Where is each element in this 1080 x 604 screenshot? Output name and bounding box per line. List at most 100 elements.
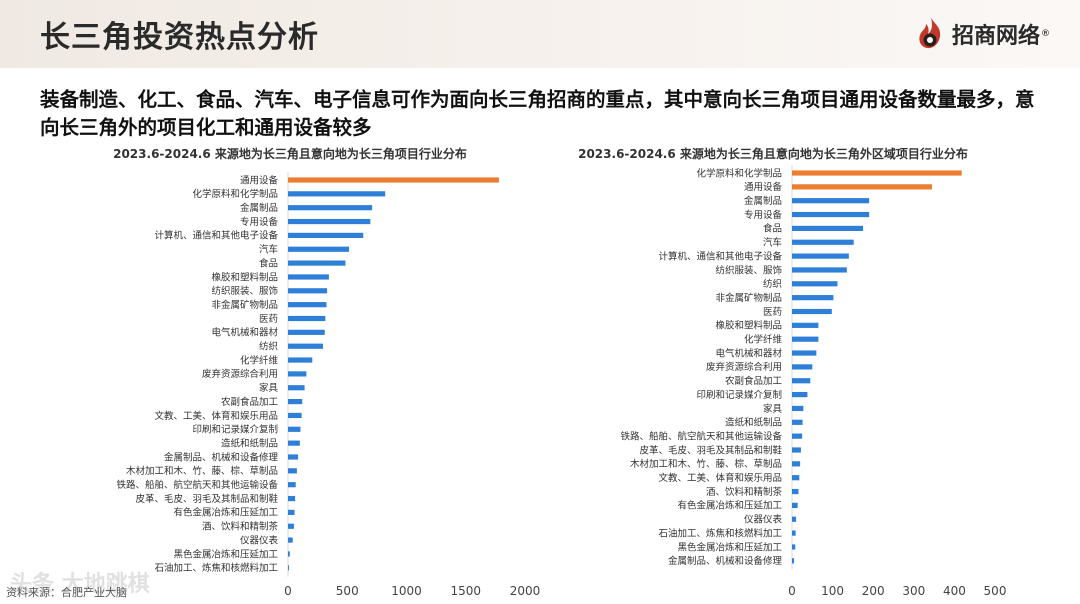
category-label: 石油加工、炼焦和核燃料加工 — [658, 527, 782, 539]
bar-1-20 — [288, 440, 300, 446]
category-label: 仪器仪表 — [240, 534, 279, 546]
category-label: 非金属矿物制品 — [211, 299, 278, 311]
category-label: 有色金属冶炼和压延加工 — [677, 500, 782, 512]
chart-title: 2023.6-2024.6 来源地为长三角且意向地为长三角项目行业分布 — [113, 146, 467, 161]
category-label: 文教、工美、体育和娱乐用品 — [658, 472, 782, 484]
category-label: 造纸和纸制品 — [221, 437, 278, 449]
category-label: 铁路、船舶、航空航天和其他运输设备 — [620, 430, 782, 442]
bar-2-10 — [792, 295, 834, 301]
category-label: 木材加工和木、竹、藤、棕、草制品 — [126, 465, 278, 477]
source-note: 资料来源：合肥产业大脑 — [6, 586, 127, 599]
category-label: 金属制品 — [240, 202, 278, 214]
category-label: 电气机械和器材 — [211, 327, 278, 339]
category-label: 汽车 — [763, 237, 782, 249]
category-label: 专用设备 — [744, 209, 783, 221]
headline-text: 装备制造、化工、食品、汽车、电子信息可作为面向长三角招商的重点，其中意向长三角项… — [40, 88, 1035, 139]
category-label: 电气机械和器材 — [715, 347, 782, 359]
bar-1-18 — [288, 412, 302, 419]
category-label: 橡胶和塑料制品 — [715, 320, 782, 332]
bar-1-23 — [288, 482, 296, 488]
bar-2-27 — [792, 530, 796, 536]
brand-logo: 招商网络 ® — [914, 14, 1050, 54]
bar-1-27 — [288, 537, 293, 543]
bar-1-1 — [288, 177, 499, 183]
x-tick-label: 1000 — [391, 584, 422, 598]
bar-2-21 — [792, 447, 801, 453]
bar-1-26 — [288, 523, 294, 529]
category-label: 非金属矿物制品 — [715, 292, 782, 304]
bar-2-29 — [792, 558, 795, 564]
bar-2-28 — [792, 544, 796, 550]
bar-2-11 — [792, 308, 832, 315]
bar-2-5 — [792, 225, 864, 231]
bar-1-19 — [288, 426, 301, 432]
category-label: 印刷和记录媒介复制 — [192, 424, 278, 436]
category-label: 医药 — [763, 307, 782, 318]
category-label: 汽车 — [259, 244, 278, 256]
category-label: 农副食品加工 — [221, 396, 279, 408]
x-tick-label: 500 — [984, 584, 1007, 598]
category-label: 纺织 — [763, 278, 782, 290]
category-label: 酒、饮料和精制茶 — [202, 521, 279, 533]
category-label: 黑色金属冶炼和压延加工 — [677, 541, 782, 553]
x-tick-label: 500 — [336, 584, 359, 598]
chart-title: 2023.6-2024.6 来源地为长三角且意向地为长三角外区域项目行业分布 — [578, 146, 968, 161]
bar-1-3 — [288, 205, 373, 211]
category-label: 通用设备 — [744, 181, 783, 193]
category-label: 皮革、毛皮、羽毛及其制品和制鞋 — [135, 493, 278, 505]
bar-2-20 — [792, 433, 803, 439]
bar-1-29 — [288, 565, 289, 571]
category-label: 金属制品 — [744, 195, 782, 207]
bar-2-3 — [792, 198, 870, 204]
category-label: 农副食品加工 — [725, 375, 783, 387]
category-label: 纺织服装、服饰 — [211, 285, 278, 297]
bar-1-25 — [288, 509, 295, 515]
x-tick-label: 200 — [862, 584, 885, 598]
bar-1-12 — [288, 329, 325, 335]
bar-2-26 — [792, 516, 797, 522]
category-label: 化学原料和化学制品 — [192, 188, 278, 200]
x-tick-label: 300 — [902, 584, 925, 598]
bar-2-18 — [792, 405, 804, 412]
category-label: 金属制品、机械和设备修理 — [668, 555, 783, 567]
bar-1-14 — [288, 357, 313, 363]
bar-1-10 — [288, 302, 327, 308]
bar-1-15 — [288, 371, 307, 377]
category-label: 有色金属冶炼和压延加工 — [173, 507, 278, 519]
bar-2-22 — [792, 461, 801, 467]
bar-1-7 — [288, 260, 346, 266]
bar-2-6 — [792, 239, 854, 245]
category-label: 金属制品、机械和设备修理 — [164, 451, 279, 463]
x-tick-label: 0 — [788, 584, 796, 598]
category-label: 木材加工和木、竹、藤、棕、草制品 — [630, 458, 782, 470]
bar-2-4 — [792, 211, 870, 218]
category-label: 食品 — [259, 257, 278, 269]
category-label: 黑色金属冶炼和压延加工 — [173, 548, 278, 560]
bar-1-16 — [288, 385, 305, 391]
bar-2-17 — [792, 392, 808, 398]
header-bar: 长三角投资热点分析 招商网络 ® — [0, 0, 1080, 68]
category-label: 皮革、毛皮、羽毛及其制品和制鞋 — [639, 444, 782, 456]
bar-1-9 — [288, 288, 328, 294]
category-label: 石油加工、炼焦和核燃料加工 — [154, 562, 278, 574]
watermark: 头条 大地跳棋 — [10, 572, 150, 597]
bar-2-23 — [792, 475, 800, 481]
flame-logo-icon — [919, 18, 941, 49]
category-label: 专用设备 — [240, 216, 279, 228]
bar-2-2 — [792, 184, 933, 190]
bar-1-13 — [288, 343, 323, 349]
x-tick-label: 400 — [943, 584, 966, 598]
category-label: 食品 — [763, 223, 782, 235]
registered-mark: ® — [1041, 29, 1050, 39]
bar-1-8 — [288, 274, 329, 280]
category-label: 酒、饮料和精制茶 — [706, 486, 783, 498]
bar-1-5 — [288, 232, 364, 238]
bar-1-24 — [288, 495, 296, 502]
category-label: 计算机、通信和其他电子设备 — [154, 230, 278, 242]
bar-1-28 — [288, 551, 290, 557]
category-label: 通用设备 — [240, 174, 279, 186]
category-label: 化学原料和化学制品 — [696, 167, 782, 179]
category-label: 化学纤维 — [240, 354, 279, 366]
category-label: 文教、工美、体育和娱乐用品 — [154, 410, 278, 422]
bar-1-17 — [288, 399, 303, 405]
